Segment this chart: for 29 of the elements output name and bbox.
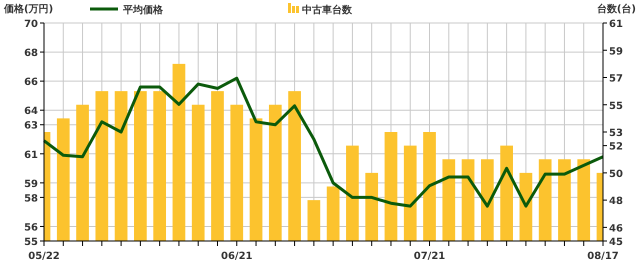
y-tick-label: 58 (24, 193, 38, 204)
y2-tick-label: 45 (609, 237, 623, 248)
y2-tick-label: 50 (609, 168, 623, 180)
y-axis-title: 価格(万円) (3, 3, 54, 15)
x-tick-label: 05/22 (28, 251, 60, 262)
y2-axis-title: 台数(台) (596, 3, 636, 15)
y2-tick-label: 61 (609, 19, 623, 30)
y-tick-label: 63 (24, 120, 38, 132)
legend-label: 平均価格 (122, 4, 164, 16)
x-tick-label: 06/21 (221, 251, 253, 262)
y-tick-label: 56 (24, 222, 38, 234)
y2-tick-label: 52 (609, 142, 623, 153)
y-tick-label: 66 (24, 77, 38, 88)
y2-tick-label: 55 (609, 100, 623, 112)
y-tick-label: 64 (24, 106, 38, 118)
y2-tick-label: 59 (609, 46, 623, 58)
y-tick-label: 55 (24, 237, 38, 248)
y2-tick-label: 46 (609, 223, 623, 234)
y-tick-label: 70 (24, 19, 38, 30)
y-tick-label: 61 (24, 150, 38, 161)
y2-tick-label: 48 (609, 196, 623, 208)
y-tick-label: 59 (24, 178, 38, 190)
line-series (42, 76, 604, 208)
legend-label: 中古車台数 (302, 4, 353, 16)
x-tick-label: 08/17 (587, 251, 619, 262)
y2-tick-label: 57 (609, 74, 623, 84)
y-tick-label: 68 (24, 48, 38, 60)
x-tick-label: 07/21 (414, 251, 446, 262)
y2-tick-label: 53 (609, 128, 623, 139)
